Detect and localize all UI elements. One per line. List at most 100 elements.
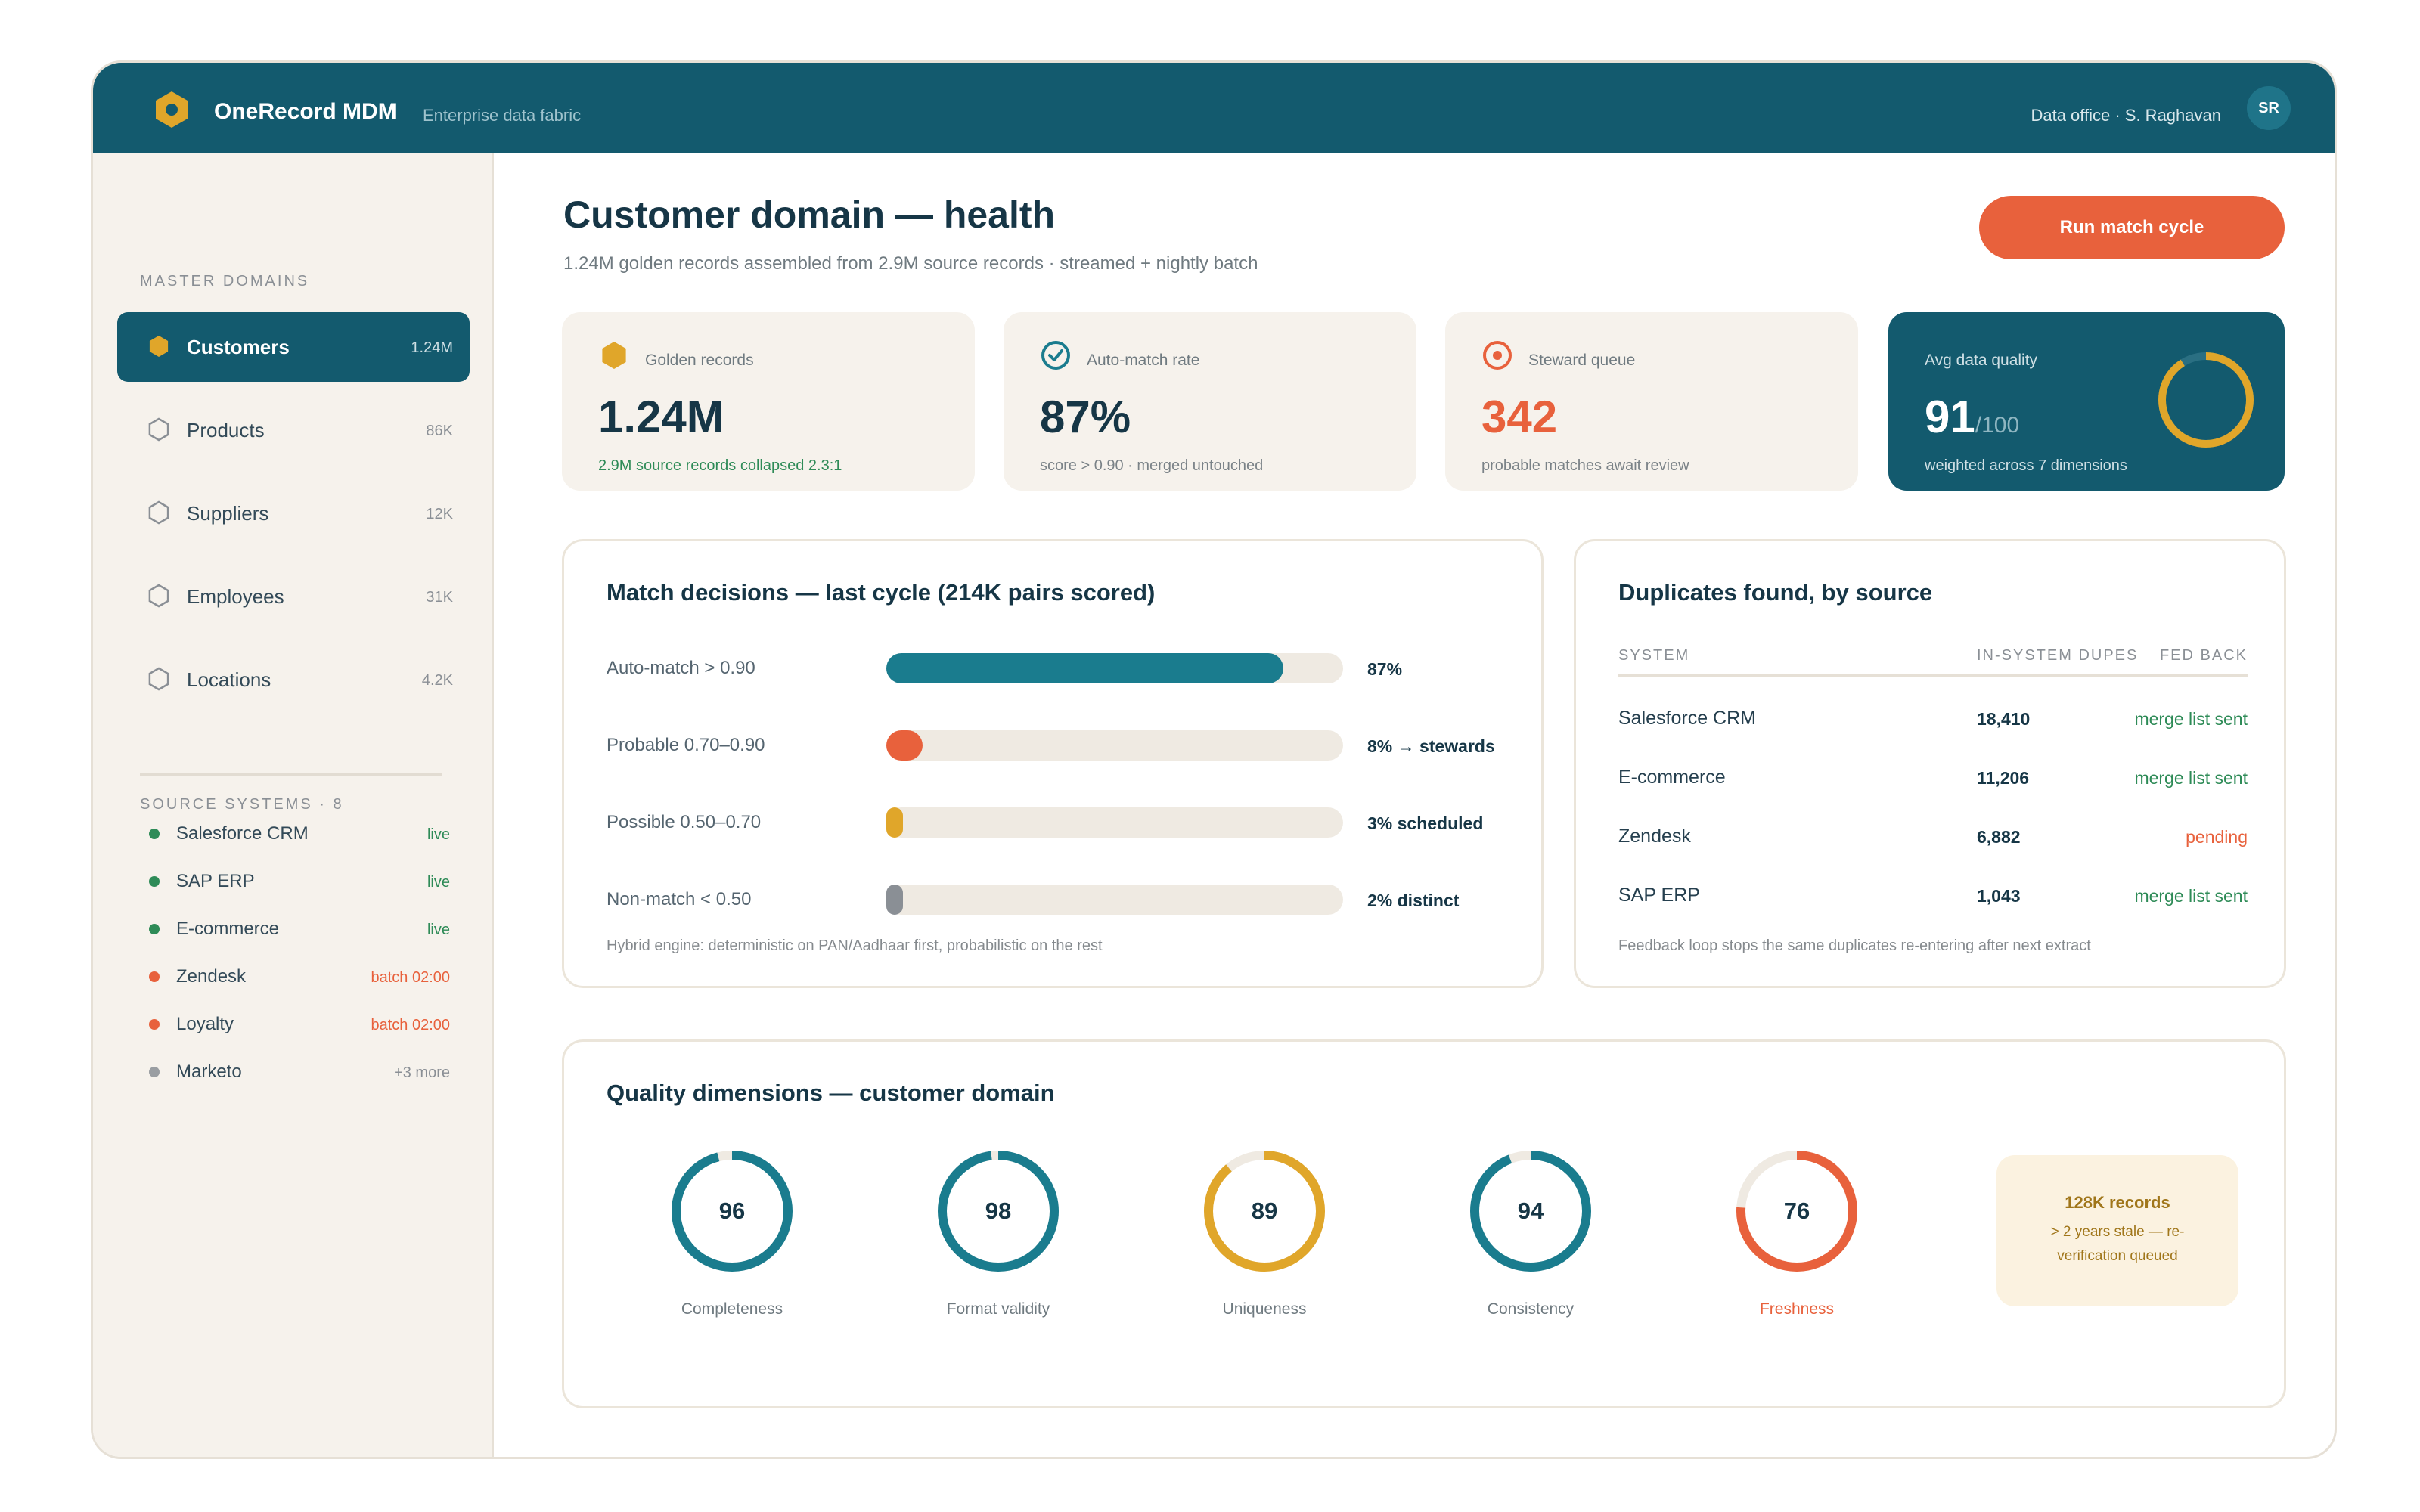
donut-label: Format validity bbox=[946, 1300, 1050, 1318]
avatar[interactable]: SR bbox=[2247, 86, 2291, 130]
dup-status: merge list sent bbox=[2134, 886, 2248, 906]
source-system-item[interactable]: SAP ERP live bbox=[140, 866, 450, 897]
table-header-divider bbox=[1618, 674, 2248, 677]
donut-fill bbox=[1736, 1151, 1857, 1272]
dup-count: 6,882 bbox=[1977, 827, 2021, 847]
sidebar-item-products[interactable]: Products 86K bbox=[117, 395, 470, 465]
col-dupes-header: IN-SYSTEM DUPES bbox=[1977, 647, 2139, 664]
match-row-label: Auto-match > 0.90 bbox=[607, 658, 755, 678]
status-dot-icon bbox=[149, 1019, 160, 1030]
hexagon-icon bbox=[148, 667, 169, 691]
donut-label: Freshness bbox=[1759, 1300, 1835, 1318]
stat-value: 87% bbox=[1040, 392, 1131, 442]
dup-status: merge list sent bbox=[2134, 709, 2248, 729]
user-info: Data office · S. Raghavan bbox=[2031, 106, 2221, 125]
match-row-value: 3% scheduled bbox=[1367, 813, 1484, 833]
match-decision-row: Possible 0.50–0.70 3% scheduled bbox=[607, 806, 1514, 839]
source-system-label: E-commerce bbox=[176, 919, 280, 939]
status-dot-icon bbox=[149, 829, 160, 839]
dup-status: pending bbox=[2186, 827, 2248, 847]
stat-label: Auto-match rate bbox=[1087, 352, 1200, 369]
source-system-item[interactable]: Zendesk batch 02:00 bbox=[140, 962, 450, 992]
status-dot-icon bbox=[149, 924, 160, 934]
logo-hexagon-icon bbox=[156, 91, 188, 128]
progress-track bbox=[886, 885, 1343, 915]
donut-label: Completeness bbox=[681, 1300, 783, 1318]
donut-ring bbox=[1736, 1151, 1857, 1272]
avg-quality-number: 91 bbox=[1925, 392, 1975, 442]
progress-fill bbox=[886, 653, 1284, 683]
match-row-value: 2% distinct bbox=[1367, 891, 1460, 910]
hexagon-icon bbox=[148, 584, 169, 608]
sidebar-item-label: Locations bbox=[187, 668, 271, 691]
donut-ring bbox=[672, 1151, 793, 1272]
source-system-label: Loyalty bbox=[176, 1014, 234, 1034]
duplicates-panel: Duplicates found, by source SYSTEM IN-SY… bbox=[1574, 539, 2286, 988]
hexagon-icon bbox=[148, 417, 169, 442]
donut-ring bbox=[1470, 1151, 1591, 1272]
donut-label: Consistency bbox=[1487, 1300, 1575, 1318]
sidebar-item-employees[interactable]: Employees 31K bbox=[117, 562, 470, 631]
avg-quality-note: weighted across 7 dimensions bbox=[1925, 457, 2127, 474]
progress-fill bbox=[886, 730, 923, 761]
table-row[interactable]: E-commerce 11,206 merge list sent bbox=[1618, 762, 2248, 795]
source-systems-label: SOURCE SYSTEMS · 8 bbox=[140, 796, 344, 813]
stat-label: Steward queue bbox=[1528, 352, 1636, 369]
col-fedback-header: FED BACK bbox=[2159, 647, 2248, 664]
table-row[interactable]: SAP ERP 1,043 merge list sent bbox=[1618, 880, 2248, 913]
match-row-value: 8% → stewards bbox=[1367, 736, 1495, 756]
sidebar-item-label: Products bbox=[187, 419, 265, 442]
donut-fill bbox=[1204, 1151, 1325, 1272]
source-system-item[interactable]: Loyalty batch 02:00 bbox=[140, 1009, 450, 1040]
source-system-label: Salesforce CRM bbox=[176, 823, 309, 844]
sidebar-item-locations[interactable]: Locations 4.2K bbox=[117, 645, 470, 714]
sidebar-item-label: Customers bbox=[187, 336, 290, 358]
progress-fill bbox=[886, 807, 903, 838]
stat-note: 2.9M source records collapsed 2.3:1 bbox=[598, 457, 842, 474]
stat-value: 342 bbox=[1481, 392, 1558, 442]
stat-value: 1.24M bbox=[598, 392, 724, 442]
run-match-cycle-button[interactable]: Run match cycle bbox=[1979, 196, 2285, 259]
dup-count: 1,043 bbox=[1977, 886, 2021, 906]
stale-records-callout: 128K records > 2 years stale — re-verifi… bbox=[1996, 1155, 2238, 1306]
sidebar-item-label: Suppliers bbox=[187, 502, 269, 525]
match-row-label: Probable 0.70–0.90 bbox=[607, 735, 765, 755]
source-system-item[interactable]: Salesforce CRM live bbox=[140, 819, 450, 849]
match-row-label: Non-match < 0.50 bbox=[607, 889, 752, 909]
quality-dimensions-panel: Quality dimensions — customer domain 96 C… bbox=[562, 1040, 2286, 1408]
dup-system: Salesforce CRM bbox=[1618, 708, 1756, 729]
match-decision-row: Non-match < 0.50 2% distinct bbox=[607, 883, 1514, 916]
hexagon-icon bbox=[148, 500, 169, 525]
hexagon-icon bbox=[149, 336, 169, 357]
donut-fill bbox=[672, 1151, 793, 1272]
stat-card: Auto-match rate 87% score > 0.90 · merged … bbox=[1004, 312, 1416, 491]
donut-label: Uniqueness bbox=[1222, 1300, 1307, 1318]
col-system-header: SYSTEM bbox=[1618, 647, 1690, 664]
source-system-item[interactable]: E-commerce live bbox=[140, 914, 450, 944]
source-system-item[interactable]: Marketo +3 more bbox=[140, 1057, 450, 1087]
sidebar-item-customers[interactable]: Customers 1.24M bbox=[117, 312, 470, 382]
stat-card: Steward queue 342 probable matches await r… bbox=[1445, 312, 1858, 491]
quality-ring bbox=[2158, 352, 2254, 448]
table-row[interactable]: Salesforce CRM 18,410 merge list sent bbox=[1618, 703, 2248, 736]
status-dot-icon bbox=[149, 876, 160, 887]
status-dot-icon bbox=[149, 971, 160, 982]
source-system-status: +3 more bbox=[394, 1064, 450, 1081]
source-system-status: live bbox=[427, 826, 450, 843]
sidebar-item-count: 31K bbox=[426, 589, 453, 606]
sidebar-item-count: 1.24M bbox=[411, 339, 453, 356]
dup-count: 11,206 bbox=[1977, 768, 2030, 788]
donut-fill bbox=[1470, 1151, 1591, 1272]
quality-donut-completeness: 96 Completeness bbox=[641, 1148, 823, 1359]
source-system-status: live bbox=[427, 922, 450, 938]
app-tagline: Enterprise data fabric bbox=[423, 106, 582, 125]
sidebar-item-count: 12K bbox=[426, 506, 453, 522]
page-subtitle: 1.24M golden records assembled from 2.9M… bbox=[563, 253, 1258, 274]
app-name: OneRecord MDM bbox=[214, 99, 397, 124]
app-window: OneRecord MDM Enterprise data fabric Dat… bbox=[91, 60, 2337, 1459]
table-row[interactable]: Zendesk 6,882 pending bbox=[1618, 821, 2248, 854]
source-system-label: SAP ERP bbox=[176, 871, 255, 891]
donut-ring bbox=[1204, 1151, 1325, 1272]
donut-value: 94 bbox=[1517, 1198, 1544, 1224]
sidebar-item-suppliers[interactable]: Suppliers 12K bbox=[117, 479, 470, 548]
